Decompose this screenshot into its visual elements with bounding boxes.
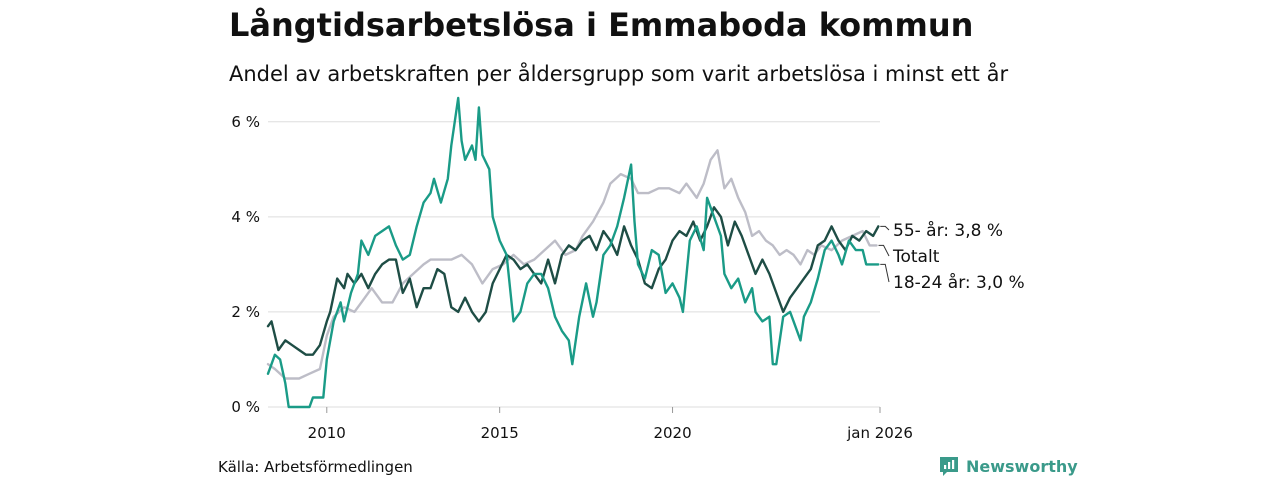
x-axis-ticks: 2010 2015 2020 jan 2026: [308, 407, 913, 442]
series-end-label: 55- år: 3,8 %: [893, 220, 1003, 241]
source-note: Källa: Arbetsförmedlingen: [218, 458, 413, 476]
series-line-0: [266, 149, 878, 380]
leader-line: [880, 225, 890, 231]
series-end-label: Totalt: [892, 247, 940, 267]
series-end-label: 18-24 år: 3,0 %: [893, 272, 1025, 293]
x-tick-label: 2010: [308, 424, 346, 442]
y-axis-ticks: 0 % 2 % 4 % 6 %: [231, 113, 260, 416]
y-tick-label: 4 %: [231, 208, 260, 226]
brand-name: Newsworthy: [966, 456, 1078, 476]
x-tick-label: jan 2026: [846, 424, 913, 442]
y-tick-label: 2 %: [231, 303, 260, 321]
series-line-2: [266, 96, 880, 409]
y-tick-label: 0 %: [231, 398, 260, 416]
x-tick-label: 2020: [653, 424, 691, 442]
series-lines: [266, 96, 880, 409]
end-labels: Totalt 55- år: 3,8 % 18-24 år: 3,0 %: [878, 220, 1025, 293]
x-tick-label: 2015: [481, 424, 519, 442]
chart-subtitle: Andel av arbetskraften per åldersgrupp s…: [229, 62, 1009, 86]
leader-line: [880, 263, 890, 283]
brand-logo: Newsworthy: [938, 455, 1078, 477]
series-line-1: [266, 206, 880, 356]
y-tick-label: 6 %: [231, 113, 260, 131]
newsworthy-logo-icon: [940, 457, 958, 476]
leader-line: [878, 244, 890, 257]
gridlines: [268, 121, 880, 408]
chart-title: Långtidsarbetslösa i Emmaboda kommun: [229, 6, 974, 44]
